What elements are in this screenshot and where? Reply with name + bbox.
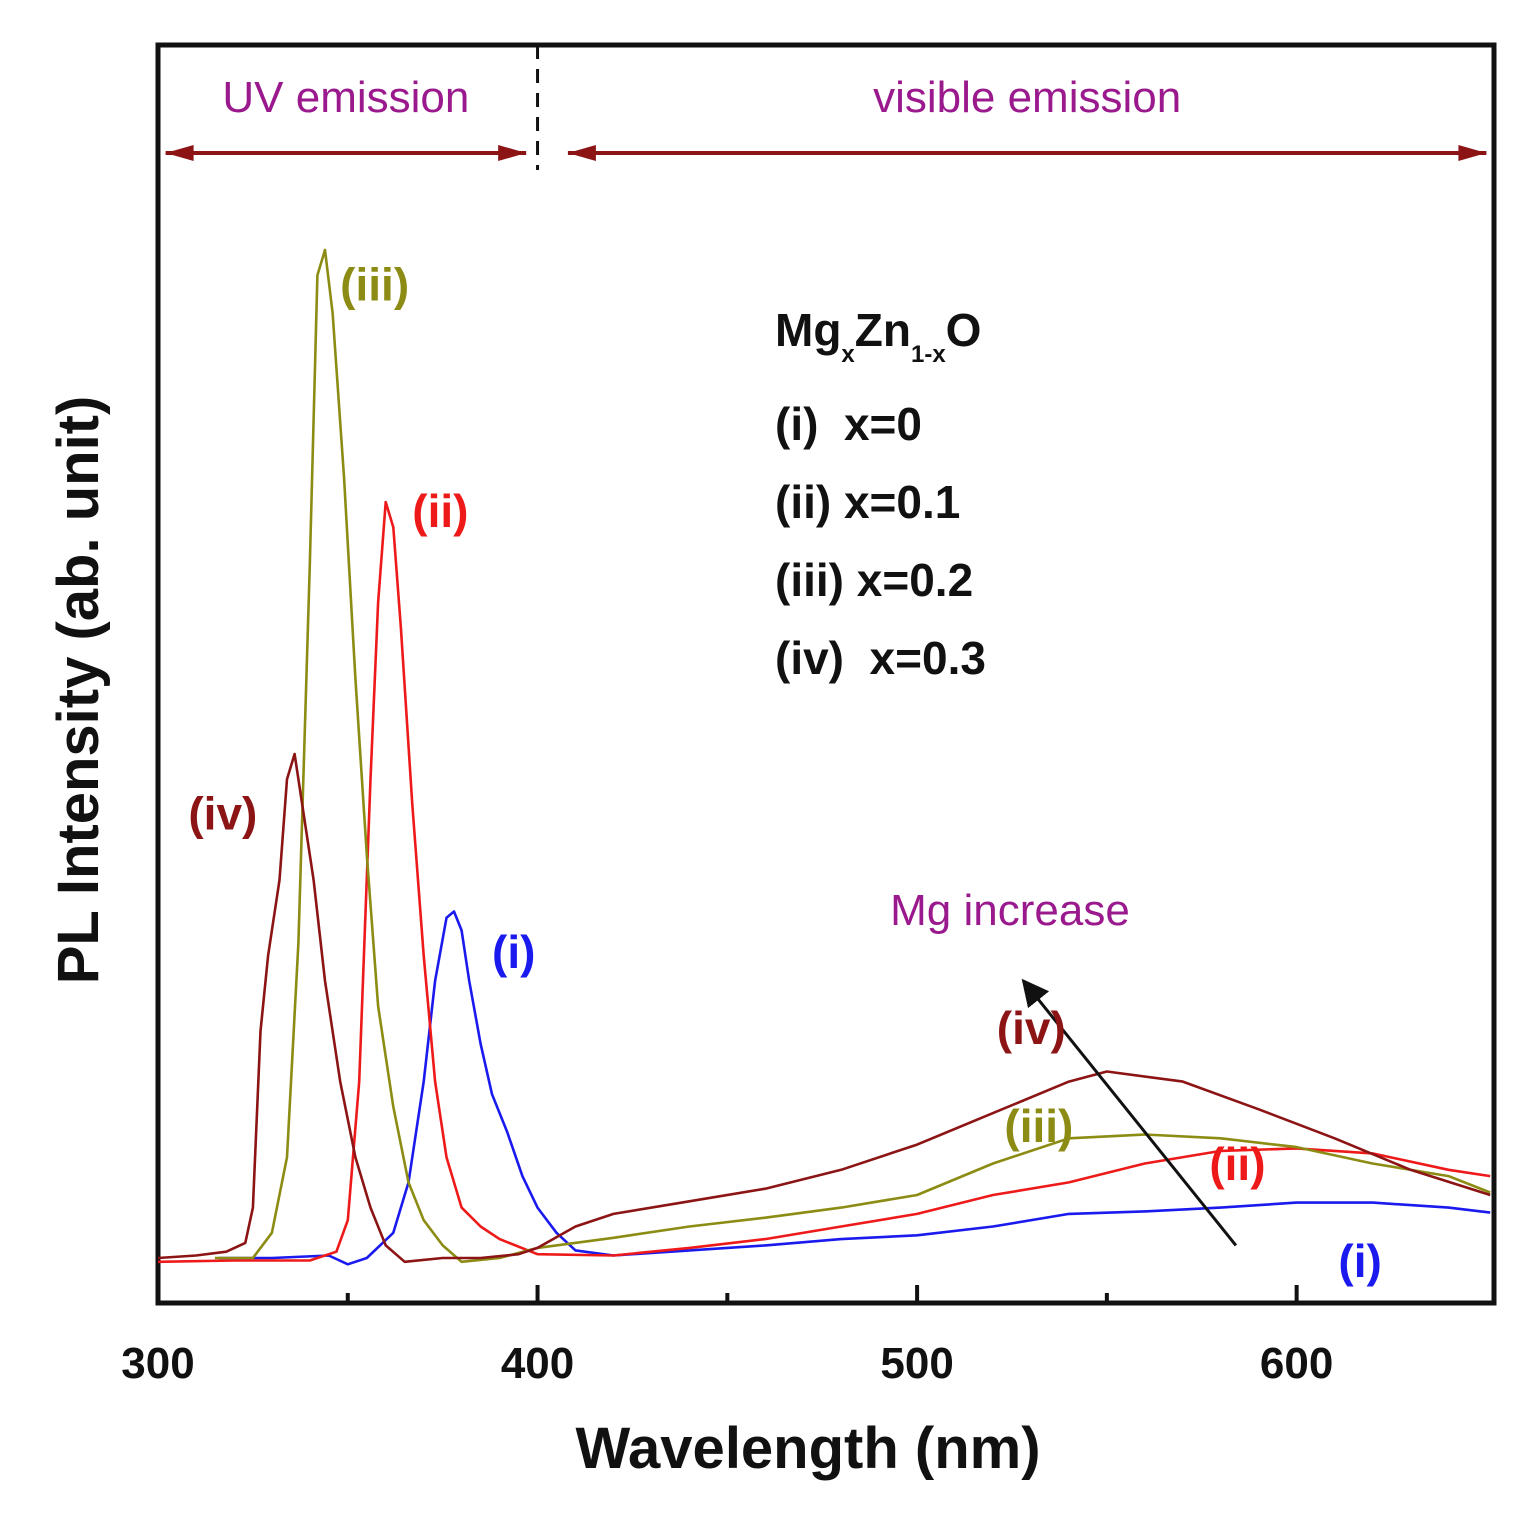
curve-label-iv: (iv) xyxy=(188,788,257,840)
legend-entry-iii: (iii) x=0.2 xyxy=(775,554,973,606)
legend: MgxZn1-xO (i) x=0 (ii) x=0.1 (iii) x=0.2… xyxy=(775,304,986,684)
legend-title: MgxZn1-xO xyxy=(775,304,981,368)
y-axis-title: PL Intensity (ab. unit) xyxy=(46,396,111,985)
curve-label-iii: (iii) xyxy=(1004,1100,1073,1152)
legend-title-sub-1-x: 1-x xyxy=(911,341,946,368)
series-line-iii xyxy=(214,248,1491,1264)
emission-regions: UV emission visible emission xyxy=(165,45,1487,170)
legend-title-zn: Zn xyxy=(855,304,911,356)
curve-label-i: (i) xyxy=(1338,1235,1381,1287)
x-axis-ticks xyxy=(156,1285,1299,1303)
curve-labels: (iii) (ii) (iv) (i) (iv) (iii) (ii) (i) xyxy=(188,258,1381,1287)
curve-label-iii: (iii) xyxy=(340,258,409,310)
series-layer xyxy=(157,248,1491,1266)
legend-title-o: O xyxy=(946,304,982,356)
x-tick-label: 300 xyxy=(121,1339,194,1388)
curve-label-ii: (ii) xyxy=(412,485,468,537)
x-axis-title: Wavelength (nm) xyxy=(575,1416,1040,1481)
uv-range-arrow-left-head xyxy=(165,145,194,161)
legend-title-sub-x: x xyxy=(841,341,855,368)
series-line-iv xyxy=(157,752,1491,1264)
mg-increase-label: Mg increase xyxy=(890,886,1130,935)
curve-label-iv: (iv) xyxy=(997,1002,1066,1054)
x-tick-label: 400 xyxy=(501,1339,574,1388)
uv-emission-label: UV emission xyxy=(222,73,469,122)
mg-increase-arrow xyxy=(1021,978,1238,1247)
series-line-i xyxy=(218,910,1491,1266)
curve-label-i: (i) xyxy=(492,926,535,978)
legend-entry-iv: (iv) x=0.3 xyxy=(775,632,986,684)
mg-increase-annotation: Mg increase xyxy=(890,886,1238,1247)
legend-entry-ii: (ii) x=0.1 xyxy=(775,476,960,528)
x-tick-label: 500 xyxy=(880,1339,953,1388)
visible-range-arrow-right-head xyxy=(1458,145,1487,161)
uv-range-arrow xyxy=(165,145,527,161)
visible-emission-label: visible emission xyxy=(873,73,1181,122)
visible-range-arrow-left-head xyxy=(567,145,596,161)
legend-entry-i: (i) x=0 xyxy=(775,398,922,450)
uv-range-arrow-right-head xyxy=(498,145,527,161)
curve-label-ii: (ii) xyxy=(1209,1138,1265,1190)
legend-title-mg: Mg xyxy=(775,304,841,356)
x-tick-label: 600 xyxy=(1260,1339,1333,1388)
series-line-ii xyxy=(157,500,1491,1264)
x-axis-tick-labels: 300 400 500 600 xyxy=(121,1339,1333,1388)
visible-range-arrow xyxy=(567,145,1487,161)
plot-frame xyxy=(155,42,1497,1306)
